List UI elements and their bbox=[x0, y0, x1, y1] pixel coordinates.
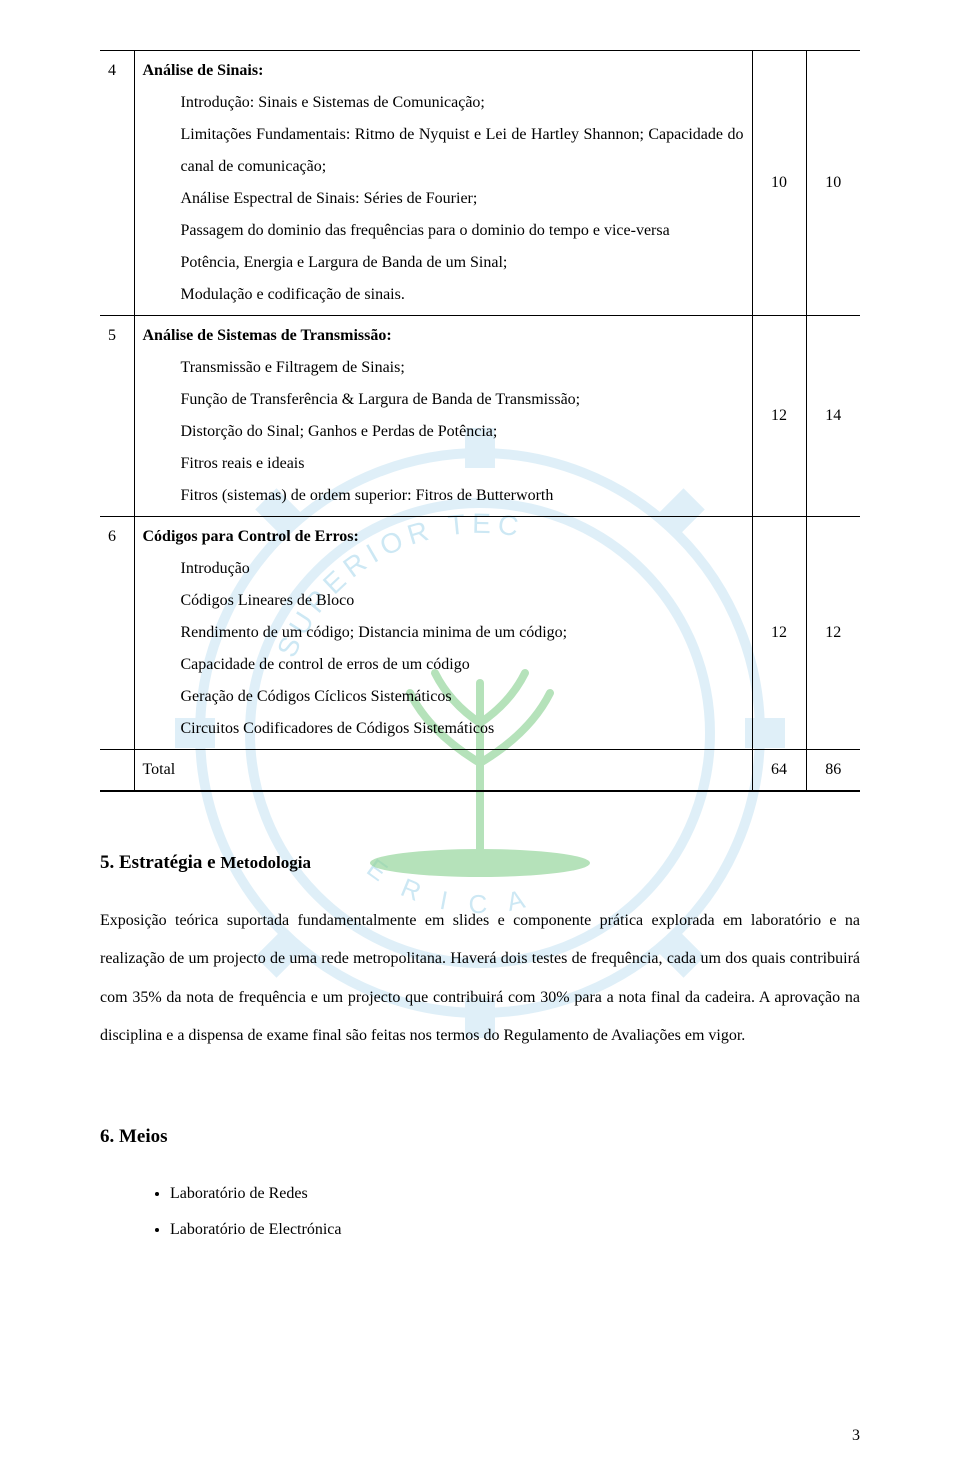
section-5-main: Estratégia e bbox=[119, 852, 220, 873]
row-number: 4 bbox=[100, 51, 134, 316]
total-label: Total bbox=[134, 750, 752, 792]
section-5-sub: Metodologia bbox=[220, 853, 311, 872]
row-line: Capacidade de control de erros de um cód… bbox=[181, 656, 470, 673]
row-col2: 10 bbox=[806, 51, 860, 316]
row-col1: 10 bbox=[752, 51, 806, 316]
section-5-heading: 5. Estratégia e Metodologia bbox=[100, 852, 860, 874]
row-col2: 14 bbox=[806, 316, 860, 517]
row-line: Análise Espectral de Sinais: Séries de F… bbox=[181, 190, 478, 207]
row-title: Códigos para Control de Erros: bbox=[143, 528, 359, 545]
total-col2: 86 bbox=[806, 750, 860, 792]
row-number: 5 bbox=[100, 316, 134, 517]
row-line: Introdução: Sinais e Sistemas de Comunic… bbox=[181, 94, 485, 111]
row-line: Circuitos Codificadores de Códigos Siste… bbox=[181, 720, 495, 737]
row-title: Análise de Sinais: bbox=[143, 62, 264, 79]
row-number: 6 bbox=[100, 517, 134, 750]
row-col1: 12 bbox=[752, 517, 806, 750]
section-5-body: Exposição teórica suportada fundamentalm… bbox=[100, 902, 860, 1056]
row-line: Códigos Lineares de Bloco bbox=[181, 592, 355, 609]
row-line: Limitações Fundamentais: Ritmo de Nyquis… bbox=[181, 126, 744, 175]
row-line: Passagem do dominio das frequências para… bbox=[181, 222, 670, 239]
row-line: Modulação e codificação de sinais. bbox=[181, 286, 405, 303]
table-row: 6 Códigos para Control de Erros: Introdu… bbox=[100, 517, 860, 750]
section-6-heading: 6. Meios bbox=[100, 1126, 860, 1148]
row-line: Distorção do Sinal; Ganhos e Perdas de P… bbox=[181, 423, 498, 440]
table-row: 4 Análise de Sinais: Introdução: Sinais … bbox=[100, 51, 860, 316]
table-total-row: Total 64 86 bbox=[100, 750, 860, 792]
row-content: Análise de Sistemas de Transmissão: Tran… bbox=[134, 316, 752, 517]
row-line: Função de Transferência & Largura de Ban… bbox=[181, 391, 581, 408]
row-content: Análise de Sinais: Introdução: Sinais e … bbox=[134, 51, 752, 316]
row-title: Análise de Sistemas de Transmissão: bbox=[143, 327, 392, 344]
row-col2: 12 bbox=[806, 517, 860, 750]
total-empty bbox=[100, 750, 134, 792]
row-content: Códigos para Control de Erros: Introduçã… bbox=[134, 517, 752, 750]
row-col1: 12 bbox=[752, 316, 806, 517]
page-number: 3 bbox=[852, 1427, 860, 1445]
total-col1: 64 bbox=[752, 750, 806, 792]
row-line: Fitros (sistemas) de ordem superior: Fit… bbox=[181, 487, 554, 504]
row-line: Rendimento de um código; Distancia minim… bbox=[181, 624, 568, 641]
row-line: Transmissão e Filtragem de Sinais; bbox=[181, 359, 405, 376]
row-line: Introdução bbox=[181, 560, 250, 577]
list-item: Laboratório de Redes bbox=[170, 1176, 860, 1213]
syllabus-table: 4 Análise de Sinais: Introdução: Sinais … bbox=[100, 50, 860, 792]
row-line: Geração de Códigos Cíclicos Sistemáticos bbox=[181, 688, 452, 705]
page-content: 4 Análise de Sinais: Introdução: Sinais … bbox=[0, 0, 960, 1299]
section-6-list: Laboratório de Redes Laboratório de Elec… bbox=[170, 1176, 860, 1250]
list-item: Laboratório de Electrónica bbox=[170, 1212, 860, 1249]
section-5-num: 5. bbox=[100, 852, 114, 873]
row-line: Potência, Energia e Largura de Banda de … bbox=[181, 254, 508, 271]
row-line: Fitros reais e ideais bbox=[181, 455, 305, 472]
table-row: 5 Análise de Sistemas de Transmissão: Tr… bbox=[100, 316, 860, 517]
